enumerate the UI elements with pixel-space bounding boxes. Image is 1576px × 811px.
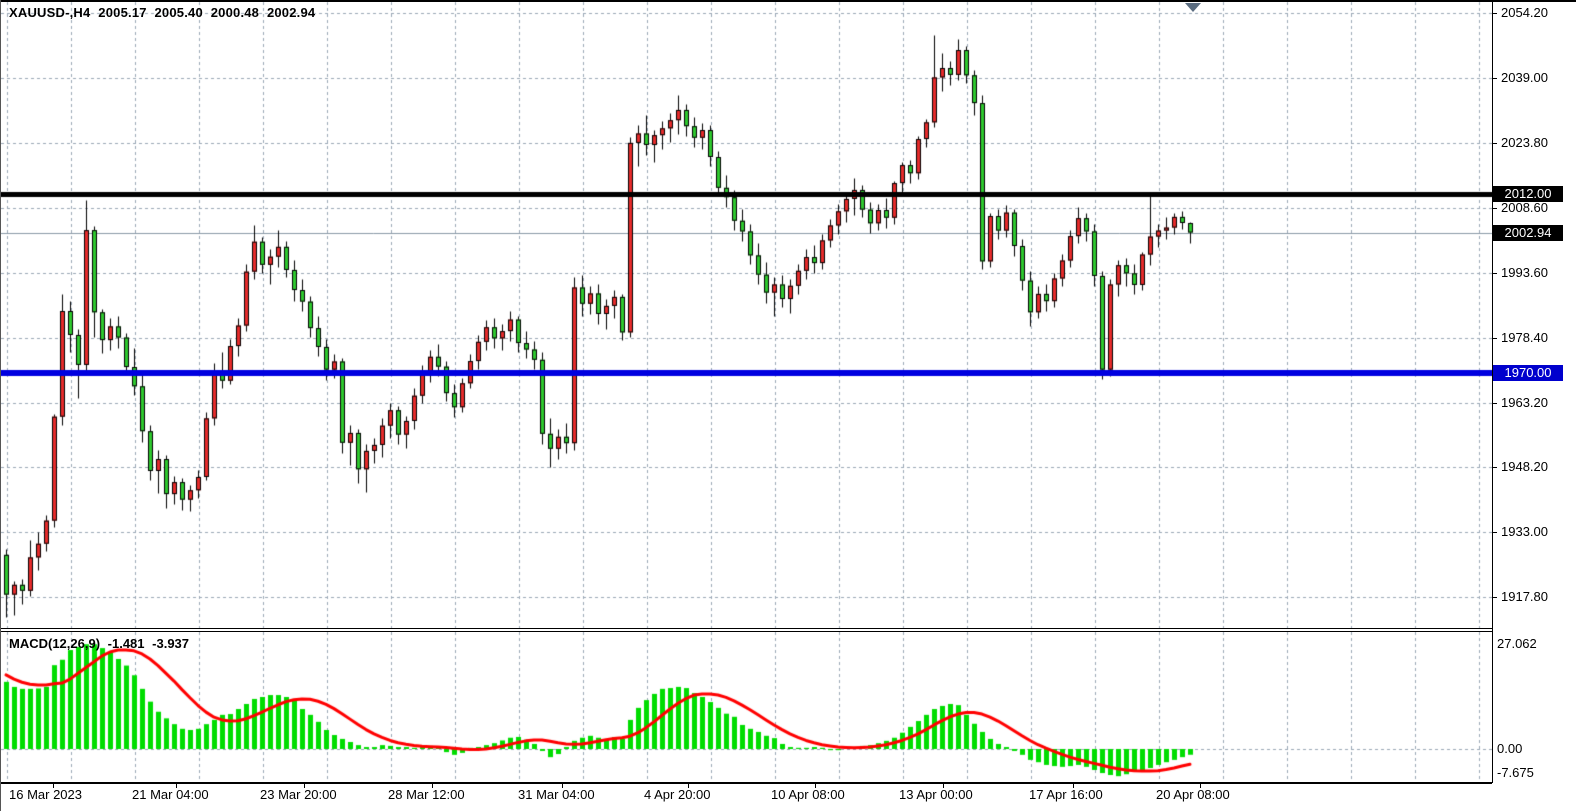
ohlc-close: 2002.94 — [266, 5, 316, 20]
time-tick-label: 23 Mar 20:00 — [260, 787, 337, 802]
price-tick-mark — [1492, 273, 1497, 274]
ohlc-open: 2005.17 — [98, 5, 147, 20]
price-tick-label: 1993.60 — [1501, 265, 1548, 280]
time-axis-line — [1, 782, 1492, 784]
time-tick-mark — [1073, 783, 1074, 788]
macd-tick-label: -7.675 — [1497, 765, 1534, 780]
macd-name: MACD(12,26,9) — [9, 636, 101, 651]
macd-signal-value: -3.937 — [152, 636, 190, 651]
price-tick-mark — [1492, 208, 1497, 209]
time-tick-mark — [432, 783, 433, 788]
price-tick-label: 1933.00 — [1501, 524, 1548, 539]
time-tick-mark — [688, 783, 689, 788]
price-tick-label: 1948.20 — [1501, 459, 1548, 474]
price-tick-mark — [1492, 532, 1497, 533]
time-tick-label: 13 Apr 00:00 — [899, 787, 973, 802]
price-tick-mark — [1492, 143, 1497, 144]
macd-indicator-canvas[interactable] — [1, 632, 1492, 782]
price-tick-label: 1917.80 — [1501, 589, 1548, 604]
price-tick-mark — [1492, 338, 1497, 339]
macd-indicator-label: MACD(12,26,9) -1.481 -3.937 — [9, 636, 193, 651]
time-tick-label: 31 Mar 04:00 — [518, 787, 595, 802]
time-tick-label: 20 Apr 08:00 — [1156, 787, 1230, 802]
price-tick-label: 2023.80 — [1501, 135, 1548, 150]
current-price-badge: 2002.94 — [1493, 225, 1563, 241]
chart-title: XAUUSD-,H4 2005.17 2005.40 2000.48 2002.… — [9, 5, 319, 20]
time-tick-mark — [943, 783, 944, 788]
macd-tick-label: 0.00 — [1497, 741, 1523, 756]
time-tick-label: 28 Mar 12:00 — [388, 787, 465, 802]
time-tick-label: 4 Apr 20:00 — [644, 787, 711, 802]
time-tick-mark — [815, 783, 816, 788]
symbol-period-label: XAUUSD-,H4 — [9, 5, 91, 20]
price-tick-label: 1978.40 — [1501, 330, 1548, 345]
support-price-badge: 1970.00 — [1493, 365, 1563, 381]
macd-tick-label: 27.062 — [1497, 636, 1537, 651]
time-tick-mark — [53, 783, 54, 788]
price-axis-line — [1492, 2, 1493, 783]
price-tick-mark — [1492, 597, 1497, 598]
pane-separator[interactable] — [1, 631, 1492, 632]
price-tick-label: 2054.20 — [1501, 5, 1548, 20]
price-tick-label: 2039.00 — [1501, 70, 1548, 85]
price-tick-mark — [1492, 78, 1497, 79]
price-tick-label: 2008.60 — [1501, 200, 1548, 215]
price-tick-mark — [1492, 467, 1497, 468]
resistance-price-badge: 2012.00 — [1493, 186, 1563, 202]
macd-value: -1.481 — [107, 636, 145, 651]
price-tick-mark — [1492, 13, 1497, 14]
time-tick-mark — [562, 783, 563, 788]
ohlc-low: 2000.48 — [210, 5, 260, 20]
time-tick-label: 17 Apr 16:00 — [1029, 787, 1103, 802]
time-tick-label: 21 Mar 04:00 — [132, 787, 209, 802]
time-tick-mark — [304, 783, 305, 788]
price-tick-label: 1963.20 — [1501, 395, 1548, 410]
time-tick-label: 10 Apr 08:00 — [771, 787, 845, 802]
time-tick-mark — [176, 783, 177, 788]
main-price-chart-canvas[interactable] — [1, 0, 1492, 629]
time-tick-mark — [1200, 783, 1201, 788]
chart-top-border — [1, 0, 1576, 2]
ohlc-high: 2005.40 — [154, 5, 203, 20]
time-tick-label: 16 Mar 2023 — [9, 787, 82, 802]
price-tick-mark — [1492, 403, 1497, 404]
chart-shift-marker-icon[interactable] — [1185, 3, 1201, 12]
pane-separator[interactable] — [1, 628, 1492, 629]
